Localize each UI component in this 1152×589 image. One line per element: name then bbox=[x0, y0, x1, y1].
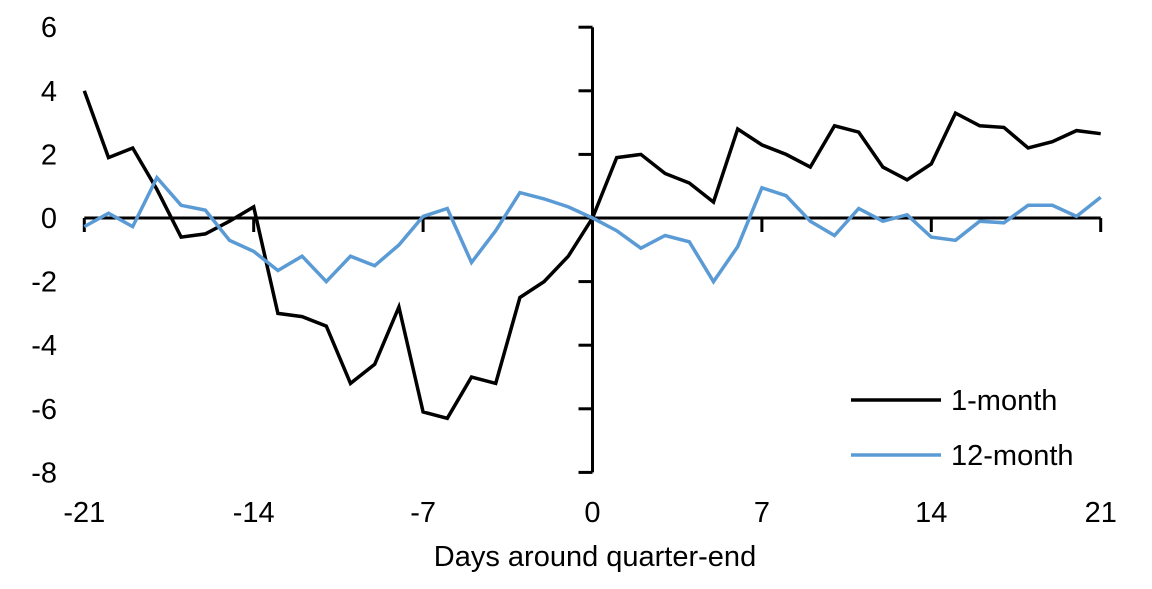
axes bbox=[84, 27, 1101, 473]
x-tick-label: -14 bbox=[233, 497, 275, 529]
x-tick-label: 0 bbox=[584, 497, 600, 529]
axis-ticks bbox=[82, 25, 1103, 474]
x-tick-label: 21 bbox=[1085, 497, 1117, 529]
series-line-12-month bbox=[83, 174, 1102, 285]
y-tick-label: -8 bbox=[31, 457, 57, 489]
y-tick-label: 4 bbox=[41, 76, 57, 108]
x-tick-label: -7 bbox=[410, 497, 436, 529]
y-tick-label: -2 bbox=[31, 267, 57, 299]
x-tick-label: -21 bbox=[63, 497, 105, 529]
y-tick-label: 0 bbox=[41, 203, 57, 235]
legend-label-12-month: 12-month bbox=[951, 440, 1074, 472]
x-tick-label: 14 bbox=[915, 497, 947, 529]
series-lines bbox=[82, 90, 1102, 421]
x-axis-title: Days around quarter-end bbox=[434, 541, 756, 573]
legend-label-1-month: 1-month bbox=[951, 385, 1057, 417]
axis-tick-labels: -21 -14 -7 0 7 14 21 6 4 2 0 -2 -4 -6 -8 bbox=[31, 12, 1117, 529]
y-tick-label: -6 bbox=[31, 394, 57, 426]
y-tick-label: -4 bbox=[31, 330, 57, 362]
y-tick-label: 2 bbox=[41, 139, 57, 171]
x-tick-label: 7 bbox=[754, 497, 770, 529]
legend: 1-month 12-month bbox=[851, 385, 1074, 472]
y-tick-label: 6 bbox=[41, 12, 57, 44]
